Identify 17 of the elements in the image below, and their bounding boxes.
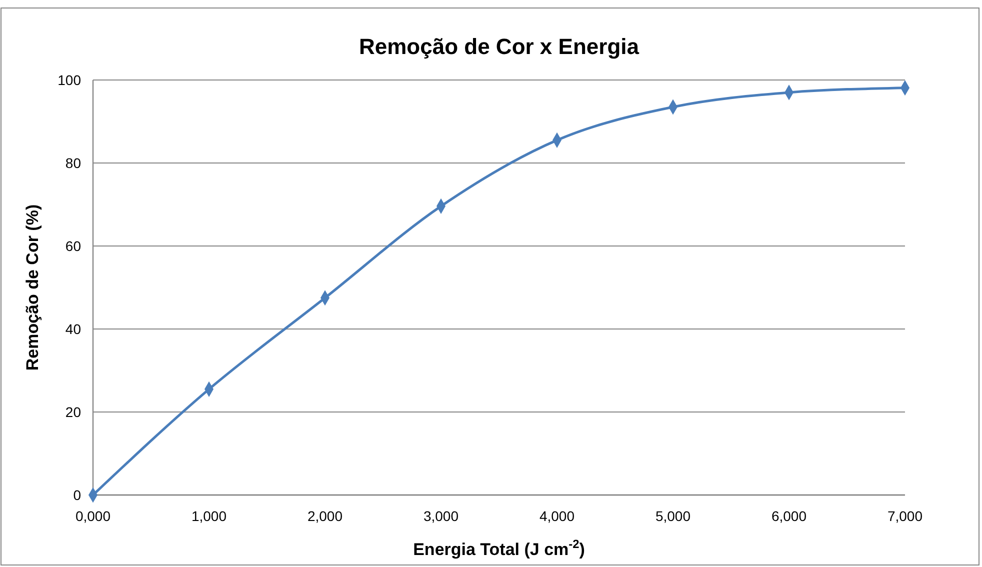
x-tick-label: 0,000 <box>75 508 111 524</box>
x-axis-title: Energia Total (J cm$^{-2}$) <box>413 537 585 559</box>
chart-title: Remoção de Cor x Energia <box>359 34 640 59</box>
x-tick-label: 6,000 <box>771 508 807 524</box>
y-tick-label: 40 <box>65 320 82 337</box>
y-axis-title: Remoção de Cor (%) <box>23 204 42 371</box>
y-tick-label: 80 <box>65 154 82 171</box>
x-tick-label: 5,000 <box>655 508 691 524</box>
x-tick-label: 7,000 <box>887 508 923 524</box>
y-tick-label: 100 <box>58 72 82 88</box>
x-tick-label: 4,000 <box>539 508 575 524</box>
x-tick-label: 2,000 <box>307 508 343 524</box>
x-tick-label: 3,000 <box>423 508 459 524</box>
y-tick-label: 0 <box>73 486 82 503</box>
x-tick-label: 1,000 <box>191 508 227 524</box>
y-tick-label: 20 <box>65 404 82 420</box>
y-tick-label: 60 <box>65 238 82 254</box>
